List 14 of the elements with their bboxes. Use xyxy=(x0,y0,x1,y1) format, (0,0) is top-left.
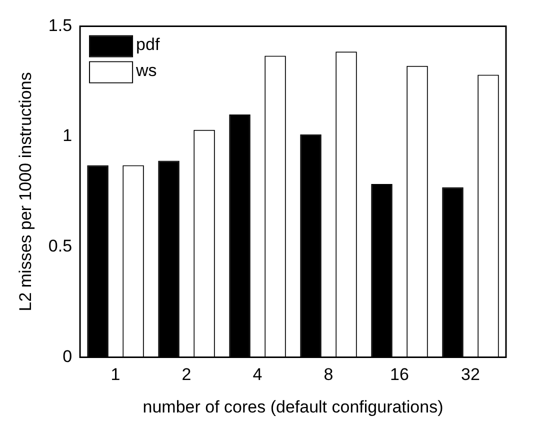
x-tick-label: 4 xyxy=(252,365,262,384)
legend-label: ws xyxy=(135,60,157,80)
y-axis-title: L2 misses per 1000 instructions xyxy=(16,72,35,312)
x-tick-label: 2 xyxy=(182,365,192,384)
x-tick-label: 8 xyxy=(324,365,334,384)
y-tick-label: 0 xyxy=(62,346,72,366)
legend-label: pdf xyxy=(136,34,160,54)
x-tick-label: 1 xyxy=(110,365,120,384)
y-tick-label: 1 xyxy=(62,126,72,146)
x-tick-label: 32 xyxy=(461,365,480,384)
y-tick-label: 1.5 xyxy=(48,16,72,35)
y-tick-label: 0.5 xyxy=(48,236,72,256)
x-axis-title: number of cores (default configurations) xyxy=(142,397,444,416)
x-tick-label: 16 xyxy=(390,365,409,384)
